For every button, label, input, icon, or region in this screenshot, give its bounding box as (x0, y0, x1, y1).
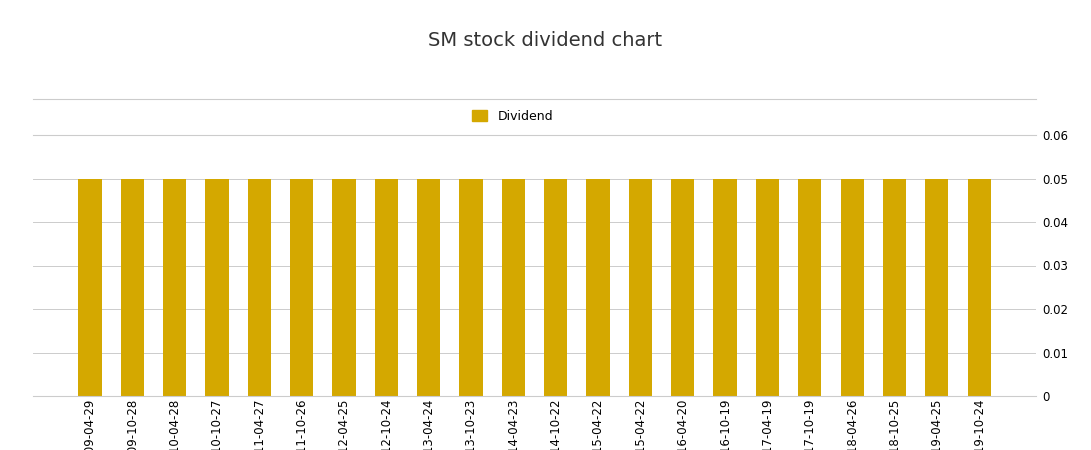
Bar (883, 179, 907, 396)
Bar (417, 179, 441, 396)
Bar (333, 179, 356, 396)
Bar (205, 179, 229, 396)
Bar (925, 179, 948, 396)
Bar (290, 179, 313, 396)
Bar (628, 179, 652, 396)
Text: SM stock dividend chart: SM stock dividend chart (429, 32, 662, 50)
Bar (121, 179, 144, 396)
Bar (714, 179, 736, 396)
Bar (671, 179, 695, 396)
Bar (587, 179, 610, 396)
Bar (163, 179, 187, 396)
Bar (840, 179, 864, 396)
Bar (79, 179, 101, 396)
Bar (799, 179, 822, 396)
Bar (248, 179, 271, 396)
Bar (544, 179, 567, 396)
Bar (968, 179, 991, 396)
Bar (502, 179, 525, 396)
Bar (459, 179, 482, 396)
Bar (756, 179, 779, 396)
Legend: Dividend: Dividend (472, 110, 553, 123)
Bar (374, 179, 398, 396)
